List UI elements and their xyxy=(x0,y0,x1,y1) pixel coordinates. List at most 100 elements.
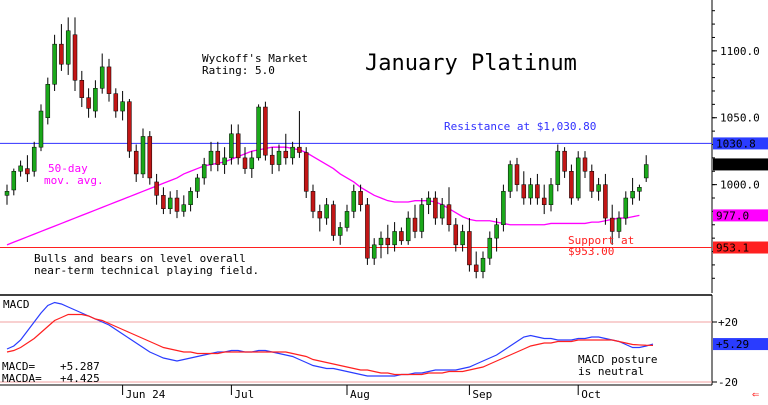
candle-body xyxy=(229,133,234,159)
candle-body xyxy=(351,191,357,212)
candle-body xyxy=(18,165,23,172)
candle-body xyxy=(487,237,493,259)
macd-comment-line-1: MACD posture xyxy=(578,353,657,366)
candle-body xyxy=(263,106,268,156)
candle-body xyxy=(113,93,119,112)
candle-body xyxy=(133,150,139,175)
support-resistance-layer xyxy=(0,142,712,249)
candle-body xyxy=(433,197,438,219)
macd-tag: +5.29 xyxy=(716,338,749,351)
candle-body xyxy=(562,150,567,172)
candle-body xyxy=(154,181,159,196)
candle-body xyxy=(541,197,547,205)
macd-readout-label: MACD= xyxy=(2,360,35,373)
candle-body xyxy=(45,84,51,118)
support-label-line-1: Support at xyxy=(568,234,634,247)
x-tick-label: Sep xyxy=(472,388,492,401)
candle-body xyxy=(331,204,336,236)
macd-readout-value: +5.287 xyxy=(60,360,100,373)
axis-layer: 1100.0 1050.0 1000.0 Jun 24 Jul Aug Sep Oct 1030… xyxy=(122,10,768,401)
candle-body xyxy=(616,217,622,232)
candle-body xyxy=(188,191,193,205)
resistance-label: Resistance at $1,030.80 xyxy=(444,120,596,133)
comment-line-1: Bulls and bears on level overall xyxy=(34,252,246,265)
nav-arrow-icon[interactable]: ⇐ xyxy=(752,387,759,401)
candle-body xyxy=(297,146,302,153)
moving-average-layer xyxy=(6,146,640,246)
candle-body xyxy=(310,191,316,212)
candle-body xyxy=(147,136,153,179)
candle-body xyxy=(181,204,187,212)
candle-body xyxy=(242,157,248,169)
ma-tag-bg xyxy=(713,209,768,222)
candles-layer xyxy=(4,17,649,279)
y-tick-label: 1050.0 xyxy=(720,112,760,125)
candle-body xyxy=(365,204,370,259)
candle-body xyxy=(249,157,255,169)
macda-line xyxy=(6,313,654,376)
candle-body xyxy=(127,101,132,152)
candle-body xyxy=(167,197,173,209)
candle-body xyxy=(195,177,200,192)
candle-body xyxy=(637,187,642,192)
last-price-tag: 1015.1 xyxy=(716,158,756,171)
candle-body xyxy=(290,146,295,159)
candle-body xyxy=(4,191,10,196)
resistance-tag: 1030.8 xyxy=(716,137,756,150)
candle-body xyxy=(439,204,445,219)
candle-body xyxy=(528,184,533,199)
candle-body xyxy=(358,191,363,205)
y-tick-label: 1100.0 xyxy=(720,45,760,58)
candle-body xyxy=(514,164,520,185)
candle-body xyxy=(643,164,649,179)
x-tick-label: Aug xyxy=(350,388,370,401)
candle-body xyxy=(317,211,323,219)
candle-body xyxy=(596,184,601,192)
candle-body xyxy=(120,101,125,112)
support-label-line-2: $953.00 xyxy=(568,245,614,258)
candle-body xyxy=(303,152,309,192)
candle-body xyxy=(72,34,78,81)
candle-body xyxy=(419,204,425,232)
macd-line xyxy=(6,301,654,377)
candle-body xyxy=(59,43,64,65)
candle-body xyxy=(385,237,391,246)
candle-body xyxy=(140,136,146,175)
candle-body xyxy=(79,80,85,98)
rating-line-2: Rating: 5.0 xyxy=(202,64,275,77)
ma-label-line-2: mov. avg. xyxy=(44,174,104,187)
candle-body xyxy=(575,157,581,199)
rating-line-1: Wyckoff's Market xyxy=(202,52,308,65)
candle-body xyxy=(589,171,595,192)
candle-body xyxy=(555,150,561,185)
candle-body xyxy=(65,30,71,65)
macd-comment-line-2: is neutral xyxy=(578,365,644,378)
x-tick-label: Oct xyxy=(581,388,601,401)
candle-body xyxy=(521,184,527,199)
candle-body xyxy=(269,154,275,165)
candle-body xyxy=(467,231,472,266)
comment-line-2: near-term technical playing field. xyxy=(34,264,259,277)
candle-body xyxy=(623,197,629,219)
candle-body xyxy=(378,237,384,246)
macda-readout-label: MACDA= xyxy=(2,372,42,385)
candle-body xyxy=(494,224,499,239)
candle-body xyxy=(31,146,37,172)
candle-body xyxy=(344,211,350,228)
candle-body xyxy=(412,217,418,232)
candle-body xyxy=(235,133,241,159)
candle-body xyxy=(93,88,98,112)
candle-body xyxy=(609,217,615,232)
chart-title: January Platinum xyxy=(365,51,577,76)
candle-body xyxy=(215,150,221,165)
ma-label-line-1: 50-day xyxy=(48,162,88,175)
candle-body xyxy=(392,231,397,246)
candle-body xyxy=(501,191,506,226)
candle-body xyxy=(52,43,57,85)
macd-tag-bg xyxy=(713,338,768,351)
candle-body xyxy=(201,164,207,179)
candle-body xyxy=(86,97,91,109)
macd-y-tick-label: -20 xyxy=(718,376,738,389)
candle-body xyxy=(208,150,214,165)
